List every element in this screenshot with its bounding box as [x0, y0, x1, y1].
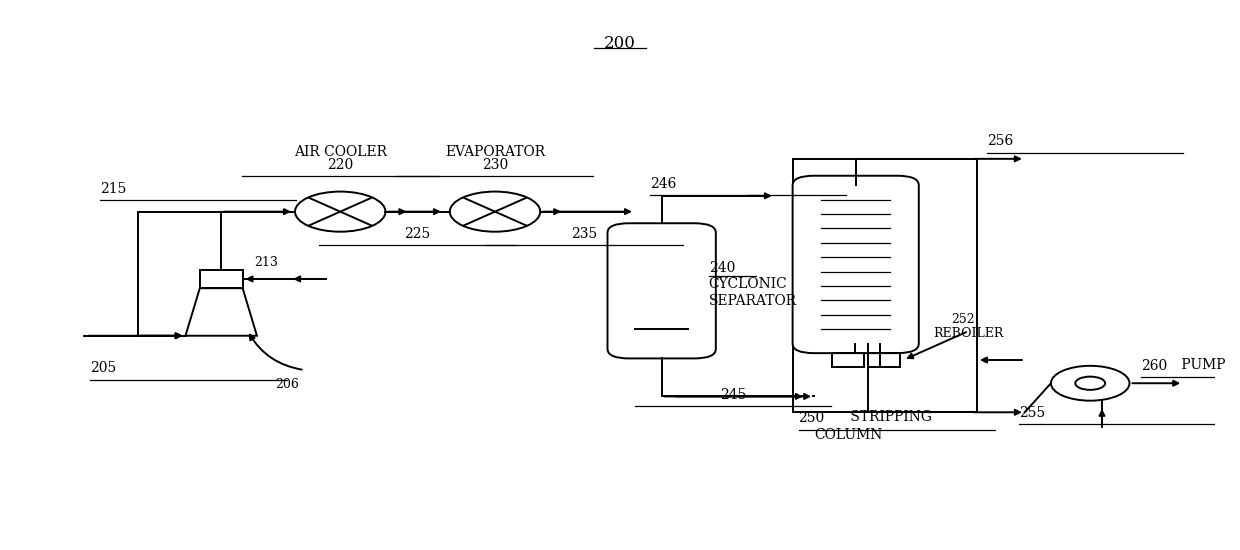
Text: 205: 205 — [91, 361, 117, 375]
Text: 250: 250 — [799, 411, 825, 426]
Circle shape — [1052, 366, 1130, 400]
Text: 213: 213 — [254, 256, 279, 270]
Text: 240: 240 — [709, 261, 735, 275]
Text: 252: 252 — [951, 313, 975, 326]
Text: SEPARATOR: SEPARATOR — [709, 294, 797, 308]
Text: AIR COOLER: AIR COOLER — [294, 145, 387, 159]
Text: 200: 200 — [604, 35, 636, 52]
Bar — [868, 353, 900, 367]
Text: COLUMN: COLUMN — [813, 428, 883, 442]
Text: 246: 246 — [650, 177, 676, 190]
FancyBboxPatch shape — [608, 223, 715, 359]
FancyBboxPatch shape — [792, 176, 919, 353]
Bar — [792, 159, 977, 412]
Text: 206: 206 — [275, 378, 299, 391]
Text: 256: 256 — [987, 134, 1013, 148]
Text: 255: 255 — [1019, 406, 1045, 420]
Text: 220: 220 — [327, 158, 353, 172]
Text: 225: 225 — [404, 227, 430, 241]
Text: 260: 260 — [1141, 359, 1168, 373]
Text: STRIPPING: STRIPPING — [846, 410, 932, 424]
Text: 235: 235 — [572, 227, 598, 241]
Text: CYCLONIC: CYCLONIC — [709, 277, 787, 291]
Bar — [200, 270, 243, 288]
Bar — [832, 353, 864, 367]
Text: 230: 230 — [482, 158, 508, 172]
Text: EVAPORATOR: EVAPORATOR — [445, 145, 546, 159]
Circle shape — [450, 191, 541, 232]
Text: REBOILER: REBOILER — [932, 327, 1003, 340]
Circle shape — [295, 191, 386, 232]
Text: 215: 215 — [99, 182, 126, 196]
Text: 245: 245 — [720, 388, 746, 402]
Text: PUMP: PUMP — [1177, 358, 1225, 372]
